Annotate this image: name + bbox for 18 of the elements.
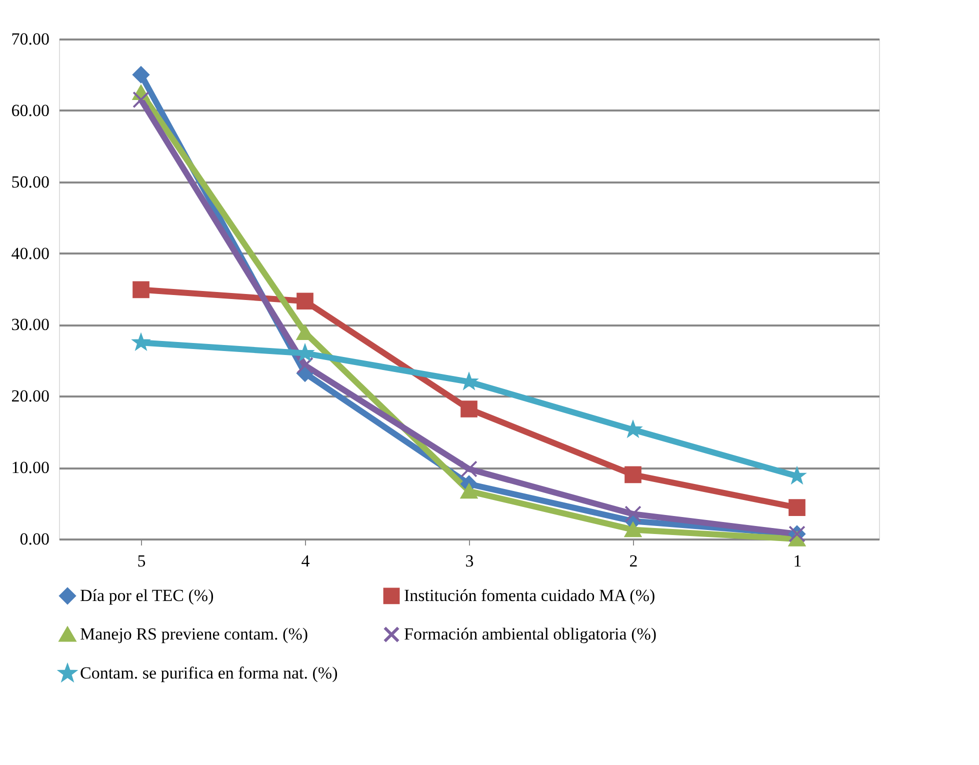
y-tick-label: 0.00 [20, 530, 50, 548]
legend-label: Manejo RS previene contam. (%) [80, 624, 308, 644]
x-tick-label: 1 [793, 552, 802, 570]
y-tick-label: 20.00 [11, 386, 50, 406]
y-tick-label: 50.00 [11, 172, 50, 192]
x-tick-label: 2 [629, 552, 638, 570]
y-tick-label: 10.00 [11, 458, 50, 478]
x-tick-label: 5 [137, 552, 146, 570]
legend-label: Formación ambiental obligatoria (%) [404, 624, 657, 644]
x-tick-label: 4 [301, 552, 310, 570]
y-tick-label: 60.00 [11, 100, 50, 120]
y-tick-label: 30.00 [11, 315, 50, 334]
legend-label: Contam. se purifica en forma nat. (%) [80, 664, 338, 682]
y-tick-label: 40.00 [11, 244, 50, 263]
x-tick-label: 3 [465, 552, 474, 570]
legend-label: Institución fomenta cuidado MA (%) [404, 586, 656, 605]
y-tick-label: 70.00 [11, 30, 50, 48]
legend-label: Día por el TEC (%) [80, 586, 214, 605]
